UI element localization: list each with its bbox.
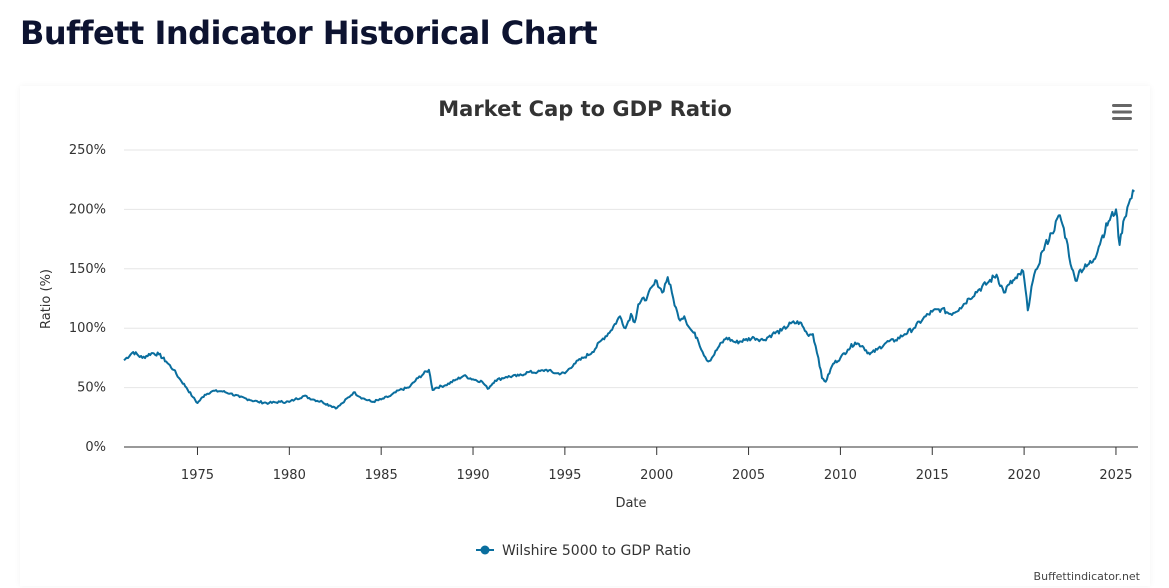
legend-dot-marker [480, 545, 490, 555]
x-tick-label: 1985 [365, 468, 398, 483]
legend[interactable]: Wilshire 5000 to GDP Ratio [476, 543, 691, 559]
x-tick-label: 2005 [732, 468, 765, 483]
y-tick-label: 250% [69, 143, 106, 158]
grid-lines [124, 149, 1138, 389]
x-tick-label: 2020 [1008, 468, 1041, 483]
series-layer [123, 189, 1135, 410]
series-line[interactable] [123, 189, 1135, 410]
page-title: Buffett Indicator Historical Chart [20, 14, 598, 52]
x-tick-label: 2000 [640, 468, 673, 483]
hamburger-menu-icon[interactable] [1111, 101, 1133, 123]
x-tick-label: 2010 [824, 468, 857, 483]
axes: 0% 50% 100% 150% 200% 250% 1975 1980 1985 1990 199… [69, 143, 1138, 483]
legend-item-label: Wilshire 5000 to GDP Ratio [502, 543, 691, 559]
x-axis-title: Date [615, 496, 646, 511]
chart-svg: 0% 50% 100% 150% 200% 250% 1975 1980 1985 1990 199… [39, 97, 1141, 583]
y-tick-label: 50% [77, 381, 106, 396]
chart-card: 0% 50% 100% 150% 200% 250% 1975 1980 1985 1990 199… [20, 86, 1150, 586]
x-tick-label: 2025 [1099, 468, 1132, 483]
x-tick-label: 1995 [548, 468, 581, 483]
y-tick-label: 150% [69, 262, 106, 277]
credit-link[interactable]: Buffettindicator.net [1034, 570, 1141, 583]
x-tick-label: 1980 [273, 468, 306, 483]
y-axis-title: Ratio (%) [39, 269, 54, 329]
x-tick-label: 1975 [181, 468, 214, 483]
chart-title: Market Cap to GDP Ratio [438, 97, 732, 121]
y-tick-label: 100% [69, 321, 106, 336]
x-tick-label: 2015 [916, 468, 949, 483]
y-tick-label: 0% [85, 440, 106, 455]
y-tick-label: 200% [69, 202, 106, 217]
x-tick-label: 1990 [456, 468, 489, 483]
